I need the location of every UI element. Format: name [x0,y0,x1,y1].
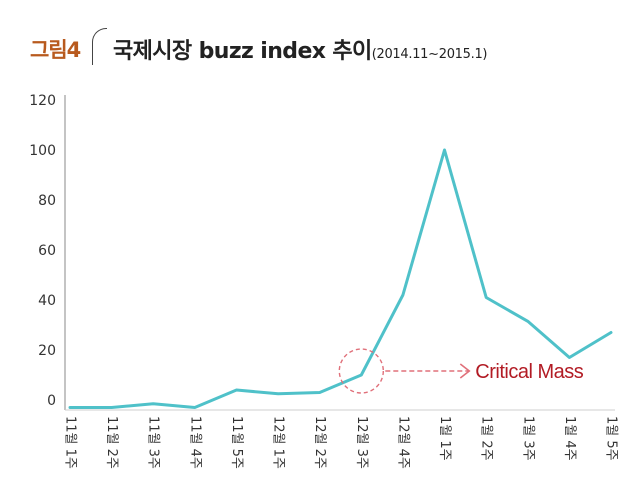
x-tick-label: 1월 3주 [520,416,535,461]
figure-label: 그림4 [30,38,81,62]
y-tick-label: 20 [38,343,56,359]
x-tick-label: 11월 3주 [146,416,161,469]
x-tick-label: 12월 1주 [271,416,286,469]
chart-title: 국제시장 buzz index 추이(2014.11~2015.1) [113,33,487,65]
x-tick-label: 12월 2주 [312,416,327,469]
series-line [68,148,613,409]
y-tick-label: 60 [38,243,56,259]
y-tick-label: 0 [47,393,56,409]
x-tick-label: 11월 2주 [104,416,119,469]
critical-mass-label: Critical Mass [475,361,583,383]
critical-mass-arrow-head [459,363,471,379]
x-tick-label: 11월 4주 [187,416,202,469]
x-tick-label: 1월 4주 [562,416,577,461]
x-tick-label: 12월 3주 [354,416,369,469]
x-tick-label: 1월 2주 [479,416,494,461]
x-tick-label: 1월 5주 [604,416,619,461]
title-bracket [92,28,107,65]
x-tick-label: 11월 1주 [63,416,78,469]
y-tick-label: 120 [29,93,56,109]
x-tick-label: 11월 5주 [229,416,244,469]
y-tick-label: 40 [38,293,56,309]
chart-title-subtitle: (2014.11~2015.1) [371,47,488,62]
chart-title-main: 국제시장 buzz index 추이 [113,39,372,64]
y-tick-label: 80 [38,193,56,209]
x-tick-label: 1월 1주 [437,416,452,461]
x-tick-label: 12월 4주 [395,416,410,469]
critical-mass-circle [338,348,385,394]
y-tick-label: 100 [29,143,56,159]
